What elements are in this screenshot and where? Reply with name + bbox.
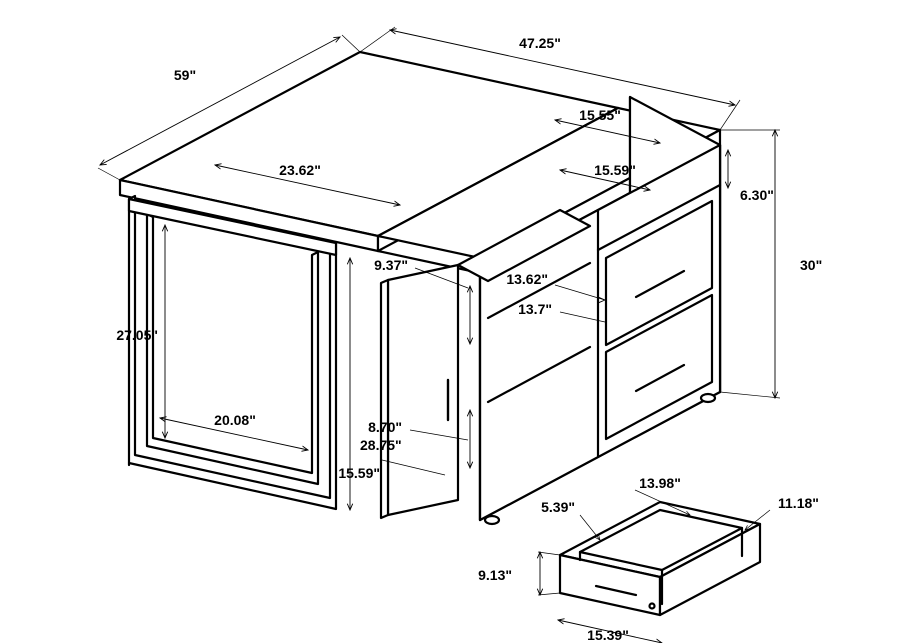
dim-shelf-h3: 8.70" — [368, 419, 402, 435]
dim-shelf-w: 15.55" — [579, 107, 621, 123]
dim-drw-sh: 5.39" — [541, 499, 575, 515]
dim-shelf-h1: 6.30" — [740, 187, 774, 203]
dim-leg-h: 27.05" — [116, 327, 158, 343]
dim-drawer-h: 13.62" — [506, 271, 548, 287]
dim-drw-w: 15.39" — [587, 627, 629, 643]
dim-shelf-h2: 9.37" — [374, 257, 408, 273]
dim-drw-id: 11.18" — [778, 495, 819, 511]
dim-top-width: 23.62" — [279, 162, 321, 178]
dim-drawer-iw: 13.7" — [518, 301, 552, 317]
dim-drw-iw: 13.98" — [639, 475, 681, 491]
dim-cab-depth: 15.59" — [338, 465, 380, 481]
dim-drw-h: 9.13" — [478, 567, 512, 583]
dim-overall-height: 30" — [800, 257, 822, 273]
dim-overall-width: 47.25" — [519, 35, 561, 51]
dim-leg-oh: 28.75" — [360, 437, 402, 453]
dim-leg-w: 20.08" — [214, 412, 256, 428]
dim-shelf-iw: 15.59" — [594, 162, 636, 178]
dim-overall-depth: 59" — [174, 67, 196, 83]
dimension-drawing: 47.25" 59" 30" 23.62" 15.55" 15.59" 6.30… — [0, 0, 900, 643]
